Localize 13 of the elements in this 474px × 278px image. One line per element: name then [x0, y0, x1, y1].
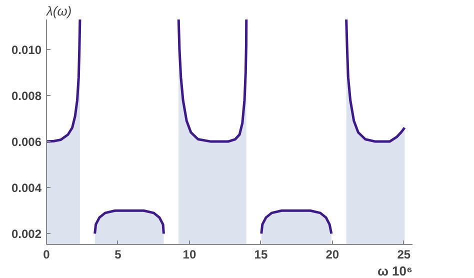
y-tick-label: 0.008	[11, 89, 42, 103]
y-tick-label: 0.004	[11, 181, 42, 196]
y-tick-label: 0.006	[11, 135, 42, 150]
x-tick-label: 0	[43, 248, 50, 262]
x-tick-label: 5	[114, 248, 122, 262]
y-tick-label: 0.010	[11, 42, 42, 57]
y-axis-title: λ(ω)	[46, 4, 72, 18]
x-axis-title: ω 10⁶	[377, 264, 413, 278]
x-tick-label: 25	[397, 248, 411, 262]
x-tick-label: 10	[182, 248, 196, 262]
x-tick-label: 15	[254, 248, 268, 262]
x-tick-label: 20	[326, 248, 340, 262]
y-tick-label: 0.002	[11, 227, 42, 242]
